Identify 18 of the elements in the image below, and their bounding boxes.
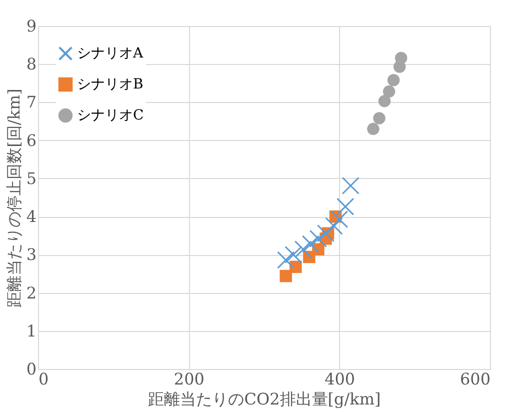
legend-label: シナリオC [77,108,144,124]
legend-label: シナリオA [77,46,144,62]
x-axis-title: 距離当たりのCO2排出量[g/km] [148,390,381,408]
x-tick-label: 0 [38,370,49,388]
y-tick-label: 4 [26,207,36,226]
x-tick-label: 200 [174,370,204,388]
y-tick-label: 2 [26,283,36,302]
legend-label: シナリオB [77,76,144,92]
y-axis-title: 距離当たりの停止回数[回/km] [4,88,24,308]
x-tick-label: 400 [324,370,356,388]
y-tick-label: 5 [26,168,36,188]
y-tick-label: 3 [26,245,36,264]
y-tick-label: 8 [26,54,36,74]
y-tick-label: 9 [26,16,36,36]
y-tick-label: 1 [26,321,36,340]
y-tick-label: 7 [26,92,36,112]
y-tick-label: 6 [26,130,36,150]
x-tick-label: 600 [460,370,490,388]
